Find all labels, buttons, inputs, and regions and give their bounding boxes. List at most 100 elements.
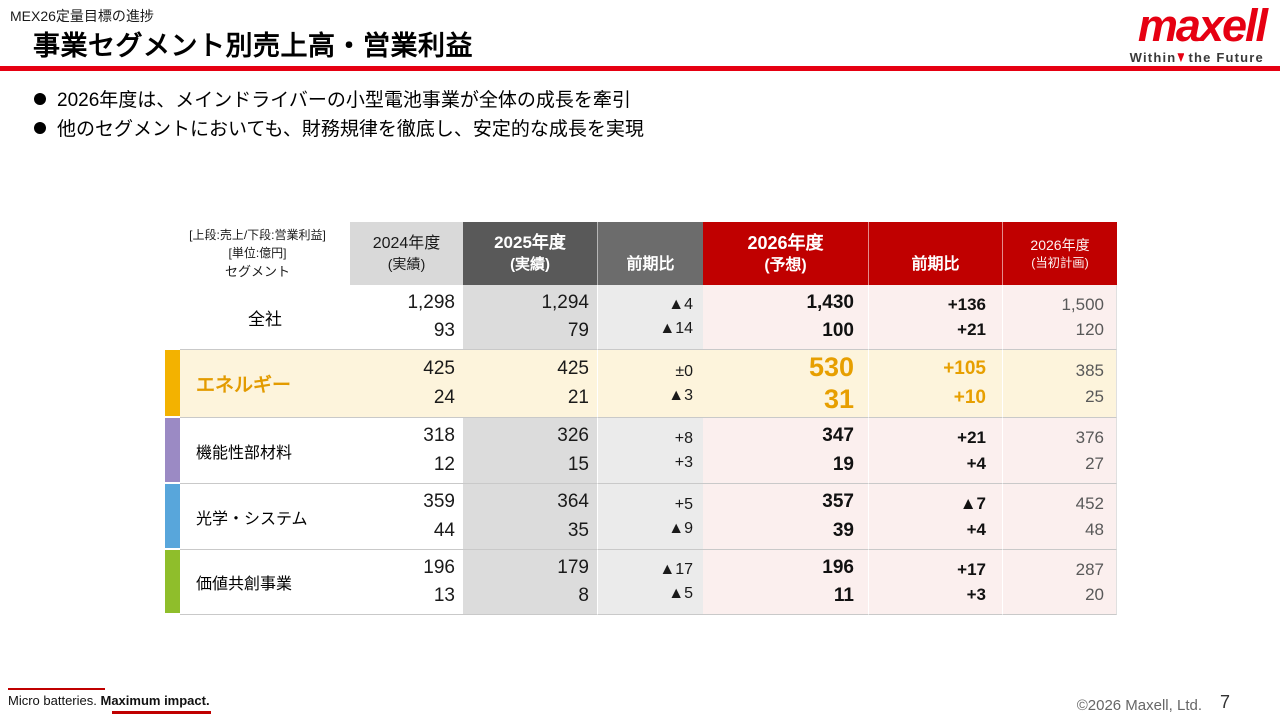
segment-name: 機能性部材料 <box>180 418 350 484</box>
cell-yoy2026: +136 +21 <box>868 285 1002 350</box>
segment-name: エネルギー <box>180 350 350 418</box>
cell-fy2025: 364 35 <box>463 484 597 550</box>
logo-tagline: Within the Future <box>1130 50 1266 65</box>
copyright-text: ©2026 Maxell, Ltd. <box>1076 697 1202 714</box>
sales-value: 376 <box>1075 428 1104 447</box>
cell-yoy2026: +17 +3 <box>868 550 1002 615</box>
sales-value: +8 <box>674 429 693 447</box>
cell-plan2026: 376 27 <box>1002 418 1117 484</box>
cell-plan2026: 287 20 <box>1002 550 1117 615</box>
slogan-text: Micro batteries. Maximum impact. <box>8 693 210 708</box>
bullet-text: 2026年度は、メインドライバーの小型電池事業が全体の成長を牽引 <box>57 90 631 111</box>
cell-yoy2026: ▲7 +4 <box>868 484 1002 550</box>
sales-value: ▲17 <box>659 561 693 578</box>
bullet-item: 他のセグメントにおいても、財務規律を徹底し、安定的な成長を実現 <box>34 113 644 142</box>
profit-value: 79 <box>567 320 589 341</box>
sales-value: 425 <box>423 358 455 379</box>
profit-value: 24 <box>433 386 455 408</box>
segment-color-bar <box>165 350 180 418</box>
cell-yoy2026: +105 +10 <box>868 350 1002 418</box>
sales-value: ▲7 <box>959 494 986 513</box>
bullet-item: 2026年度は、メインドライバーの小型電池事業が全体の成長を牽引 <box>34 84 644 113</box>
bullet-list: 2026年度は、メインドライバーの小型電池事業が全体の成長を牽引 他のセグメント… <box>34 84 644 142</box>
profit-value: 31 <box>823 383 854 414</box>
slogan-rule-top <box>8 688 105 690</box>
sales-value: +136 <box>947 294 986 314</box>
profit-value: ▲5 <box>668 585 693 602</box>
segment-color-bar <box>165 550 180 615</box>
profit-value: 11 <box>833 585 854 606</box>
red-accent-mark <box>1177 53 1185 63</box>
segment-table-grid: [上段:売上/下段:営業利益] [単位:億円] セグメント 2024年度 (実績… <box>165 222 1117 615</box>
sales-value: 196 <box>822 556 854 578</box>
sales-value: 364 <box>557 491 589 512</box>
profit-value: 19 <box>832 453 854 475</box>
cell-fy2026: 357 39 <box>703 484 868 550</box>
profit-value: +21 <box>957 320 986 339</box>
cell-yoy2026: +21 +4 <box>868 418 1002 484</box>
sales-value: 359 <box>423 491 455 512</box>
maxell-wordmark: maxell <box>1137 0 1268 51</box>
cell-fy2024: 1,298 93 <box>350 285 463 350</box>
col-header-sub: (当初計画) <box>1031 255 1089 270</box>
profit-value: ▲3 <box>668 386 693 404</box>
cell-fy2024: 318 12 <box>350 418 463 484</box>
cell-fy2025: 1,294 79 <box>463 285 597 350</box>
profit-value: 44 <box>433 519 455 541</box>
sales-value: 196 <box>423 556 455 578</box>
profit-value: 25 <box>1085 386 1104 406</box>
profit-value: ▲14 <box>659 320 693 337</box>
sales-value: 425 <box>557 358 589 379</box>
header-divider <box>0 66 1280 71</box>
col-header-fy2024: 2024年度 (実績) <box>350 222 463 285</box>
profit-value: 15 <box>567 453 589 475</box>
profit-value: 100 <box>822 320 854 341</box>
sales-value: 318 <box>423 425 455 446</box>
cell-plan2026: 385 25 <box>1002 350 1117 418</box>
sales-value: +21 <box>957 428 986 447</box>
profit-value: 20 <box>1085 585 1104 604</box>
col-header-label: 前期比 <box>911 256 960 274</box>
sales-value: 1,430 <box>806 291 854 313</box>
profit-value: 27 <box>1085 453 1104 473</box>
slogan-rule-bottom <box>112 711 211 714</box>
cell-fy2025: 179 8 <box>463 550 597 615</box>
profit-value: +3 <box>966 585 986 604</box>
cell-yoy2025: +5 ▲9 <box>597 484 703 550</box>
profit-value: +3 <box>674 453 693 471</box>
cell-fy2025: 425 21 <box>463 350 597 418</box>
col-header-fy2026: 2026年度 (予想) <box>703 222 868 285</box>
legend-line-3: セグメント <box>224 263 290 279</box>
profit-value: 48 <box>1085 519 1104 539</box>
profit-value: 93 <box>433 320 455 341</box>
sales-value: 357 <box>822 491 854 512</box>
cell-fy2024: 425 24 <box>350 350 463 418</box>
cell-fy2024: 196 13 <box>350 550 463 615</box>
sales-value: 326 <box>557 425 589 446</box>
col-header-label: 前期比 <box>626 256 675 274</box>
profit-value: 13 <box>433 585 455 606</box>
sales-value: 1,294 <box>541 291 589 313</box>
segment-name: 価値共創事業 <box>180 550 350 615</box>
legend-line-1: [上段:売上/下段:営業利益] <box>189 227 326 242</box>
sales-value: 1,298 <box>407 291 455 313</box>
eyebrow-text: MEX26定量目標の進捗 <box>10 8 154 24</box>
segment-color-bar <box>165 418 180 484</box>
col-header-label: 2026年度 <box>1030 236 1090 253</box>
col-header-yoy2026: 前期比 <box>868 222 1002 285</box>
table-corner-legend: [上段:売上/下段:営業利益] [単位:億円] セグメント <box>165 222 350 285</box>
cell-fy2026: 1,430 100 <box>703 285 868 350</box>
sales-value: ▲4 <box>668 296 693 313</box>
cell-fy2026: 530 31 <box>703 350 868 418</box>
cell-yoy2025: ±0 ▲3 <box>597 350 703 418</box>
sales-value: 452 <box>1075 494 1104 513</box>
sales-value: 287 <box>1075 559 1104 579</box>
tagline-left: Within <box>1129 50 1177 66</box>
col-header-yoy2025: 前期比 <box>597 222 703 285</box>
profit-value: 12 <box>433 453 455 475</box>
sales-value: 179 <box>557 556 589 578</box>
cell-plan2026: 452 48 <box>1002 484 1117 550</box>
segment-name: 光学・システム <box>180 484 350 550</box>
cell-fy2026: 347 19 <box>703 418 868 484</box>
